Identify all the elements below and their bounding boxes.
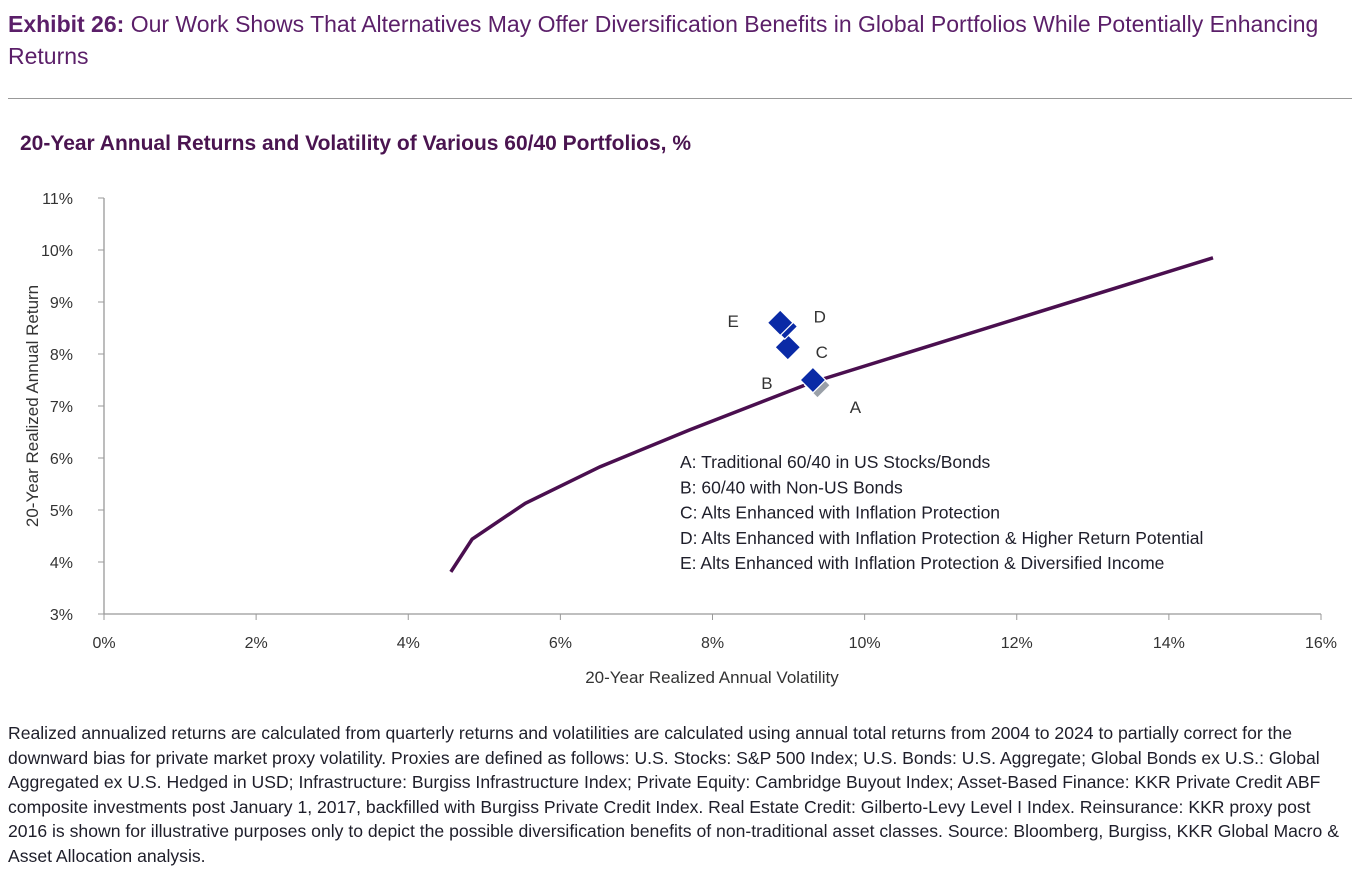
y-tick-label: 5%	[50, 503, 73, 520]
y-tick-label: 10%	[41, 243, 73, 260]
divider	[8, 98, 1352, 99]
y-tick-label: 8%	[50, 347, 73, 364]
point-label-e: E	[728, 312, 739, 331]
y-tick-label: 4%	[50, 555, 73, 572]
legend-entry: E: Alts Enhanced with Inflation Protecti…	[680, 553, 1164, 573]
legend-entry: A: Traditional 60/40 in US Stocks/Bonds	[680, 452, 991, 472]
x-tick-label: 10%	[849, 635, 881, 652]
legend-entry: B: 60/40 with Non-US Bonds	[680, 477, 903, 497]
point-b	[799, 366, 827, 394]
exhibit-label: Exhibit 26:	[8, 11, 125, 37]
x-tick-label: 4%	[397, 635, 420, 652]
y-tick-label: 6%	[50, 451, 73, 468]
chart-title: 20-Year Annual Returns and Volatility of…	[20, 132, 692, 155]
y-axis-label: 20-Year Realized Annual Return	[23, 285, 42, 527]
legend-entry: D: Alts Enhanced with Inflation Protecti…	[680, 528, 1203, 548]
x-tick-label: 2%	[245, 635, 268, 652]
y-tick-label: 11%	[42, 191, 73, 208]
exhibit-title-text: Our Work Shows That Alternatives May Off…	[8, 11, 1319, 69]
y-tick-label: 7%	[50, 399, 73, 416]
point-e	[766, 309, 794, 337]
x-axis-label: 20-Year Realized Annual Volatility	[585, 668, 839, 687]
x-tick-label: 12%	[1001, 635, 1033, 652]
legend-entry: C: Alts Enhanced with Inflation Protecti…	[680, 503, 1000, 523]
point-label-c: C	[816, 343, 828, 362]
scatter-chart: 3% 4% 5% 6% 7% 8% 9% 10% 11% 0% 2% 4% 6% 8% 10% 12% 14% 1…	[23, 191, 1337, 687]
point-label-a: A	[850, 398, 862, 417]
x-tick-label: 6%	[549, 635, 572, 652]
footnote: Realized annualized returns are calculat…	[8, 723, 1339, 866]
point-label-d: D	[814, 307, 826, 326]
y-tick-label: 9%	[50, 295, 73, 312]
x-tick-label: 0%	[92, 635, 115, 652]
x-tick-label: 14%	[1153, 635, 1185, 652]
exhibit-title: Exhibit 26: Our Work Shows That Alternat…	[8, 8, 1338, 72]
point-c	[774, 333, 802, 361]
x-tick-label: 8%	[701, 635, 724, 652]
efficient-frontier-line	[449, 256, 1214, 573]
y-tick-label: 3%	[50, 607, 73, 624]
point-label-b: B	[761, 374, 772, 393]
x-tick-label: 16%	[1305, 635, 1337, 652]
